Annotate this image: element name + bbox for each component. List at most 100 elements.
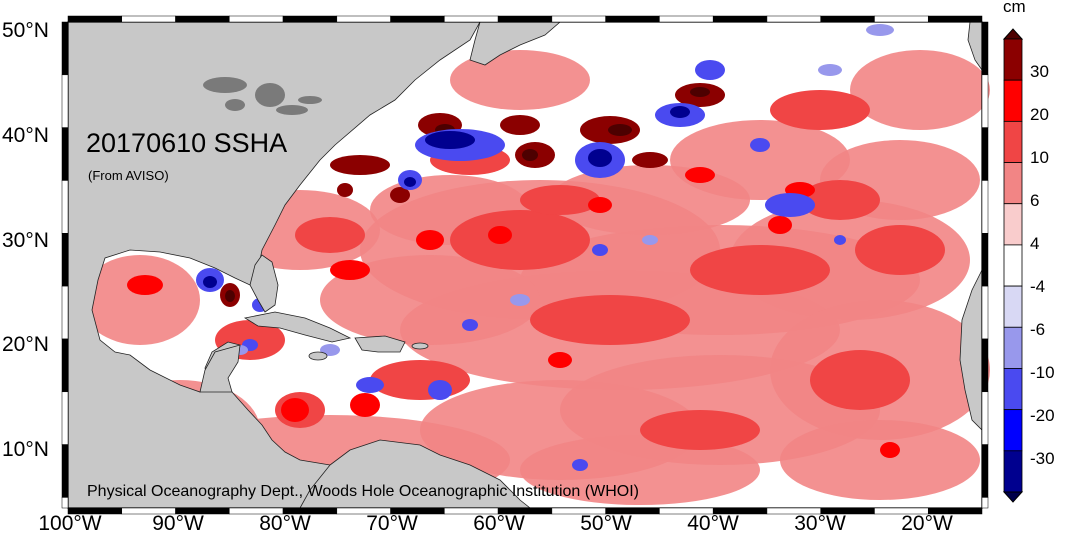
anomaly-blob-positive <box>320 255 540 345</box>
anomaly-blob-positive <box>768 216 792 234</box>
anomaly-blob-positive <box>295 217 365 253</box>
anomaly-blob-positive <box>530 295 690 345</box>
anomaly-blob-positive <box>416 230 444 250</box>
anomaly-field <box>80 24 990 505</box>
colorbar-top-arrow <box>1002 28 1024 40</box>
colorbar-label: 20 <box>1030 105 1049 124</box>
anomaly-blob-positive <box>488 226 512 244</box>
anomaly-blob-negative <box>818 64 842 76</box>
great-lake <box>276 105 308 115</box>
lon-label-90w: 90°W <box>152 512 204 535</box>
anomaly-blob-positive <box>588 197 612 213</box>
map-title: 20170610 SSHA <box>86 128 288 158</box>
colorbar-label: 10 <box>1030 148 1049 167</box>
colorbar-label: -30 <box>1030 449 1055 468</box>
anomaly-blob-positive <box>770 90 870 130</box>
anomaly-blob-positive <box>500 115 540 135</box>
map-credit: Physical Oceanography Dept., Woods Hole … <box>87 483 639 500</box>
anomaly-blob-positive <box>855 225 945 275</box>
lon-label-40w: 40°W <box>687 512 739 535</box>
anomaly-blob-positive <box>850 50 990 130</box>
lat-label-40n: 40°N <box>2 124 49 147</box>
anomaly-blob-negative <box>203 276 217 288</box>
anomaly-blob-positive <box>880 442 900 458</box>
frame-tick-left <box>61 497 69 509</box>
lon-label-30w: 30°W <box>794 512 846 535</box>
lon-label-50w: 50°W <box>580 512 632 535</box>
lon-label-60w: 60°W <box>473 512 525 535</box>
anomaly-blob-positive <box>800 180 880 220</box>
colorbar-swatch <box>1003 326 1023 369</box>
colorbar-label: 4 <box>1030 234 1040 253</box>
anomaly-blob-positive <box>640 410 760 450</box>
anomaly-blob-negative <box>404 177 416 187</box>
colorbar-swatch <box>1003 120 1023 163</box>
jamaica-landmass <box>308 351 328 361</box>
colorbar-label: -10 <box>1030 363 1055 382</box>
anomaly-blob-positive <box>548 352 572 368</box>
great-lake <box>225 99 245 111</box>
anomaly-blob-positive <box>522 149 538 161</box>
anomaly-blob-negative <box>428 380 452 400</box>
cuba-landmass <box>243 311 352 343</box>
great-lake <box>255 83 285 107</box>
lat-label-50n: 50°N <box>2 19 49 42</box>
lon-label-20w: 20°W <box>901 512 953 535</box>
anomaly-blob-positive <box>225 290 235 302</box>
anomaly-blob-negative <box>592 244 608 256</box>
anomaly-blob-negative <box>320 344 340 356</box>
map-frame <box>61 15 989 515</box>
anomaly-blob-negative <box>750 138 770 152</box>
anomaly-blob-negative <box>642 235 658 245</box>
colorbar-swatch <box>1003 38 1023 81</box>
yucatan-landmass <box>199 344 241 393</box>
colorbar-bottom-arrow <box>1002 491 1024 503</box>
colorbar-unit: cm <box>1003 0 1026 16</box>
florida-landmass <box>249 254 279 313</box>
anomaly-blob-positive <box>330 155 390 175</box>
lon-label-100w: 100°W <box>38 512 102 535</box>
colorbar-label: 6 <box>1030 191 1040 210</box>
anomaly-blob-positive <box>685 167 715 183</box>
south-america-landmass <box>299 439 532 509</box>
anomaly-blob-negative <box>356 377 384 393</box>
colorbar-label: -20 <box>1030 406 1055 425</box>
anomaly-blob-positive <box>281 398 309 422</box>
colorbar-swatch <box>1003 244 1023 287</box>
anomaly-blob-positive <box>330 260 370 280</box>
map-subtitle: (From AVISO) <box>88 168 169 183</box>
anomaly-blob-positive <box>810 350 910 410</box>
anomaly-blob-positive <box>450 210 590 270</box>
anomaly-blob-positive <box>690 87 710 97</box>
colorbar-swatch <box>1003 368 1023 411</box>
colorbar-label: -6 <box>1030 320 1046 339</box>
anomaly-blob-positive <box>690 245 830 295</box>
newfoundland-landmass <box>469 21 562 66</box>
anomaly-blob-negative <box>462 319 478 331</box>
great-lake <box>203 77 247 93</box>
anomaly-blob-negative <box>670 106 690 118</box>
colorbar-swatch <box>1003 450 1023 493</box>
lat-label-10n: 10°N <box>2 438 49 461</box>
puerto-rico-landmass <box>411 342 429 350</box>
frame-tick-bottom <box>927 507 983 515</box>
colorbar-label: -4 <box>1030 277 1046 296</box>
africa-landmass <box>959 269 983 431</box>
anomaly-blob-positive <box>350 393 380 417</box>
anomaly-blob-negative <box>834 235 846 245</box>
colorbar-swatch <box>1003 203 1023 246</box>
hispaniola-landmass <box>354 335 406 353</box>
anomaly-blob-positive <box>632 152 668 168</box>
anomaly-blob-positive <box>337 183 353 197</box>
anomaly-blob-negative <box>572 459 588 471</box>
anomaly-blob-negative <box>425 131 475 149</box>
anomaly-blob-positive <box>780 420 980 500</box>
colorbar-label: 30 <box>1030 62 1049 81</box>
anomaly-blob-negative <box>588 149 612 167</box>
anomaly-blob-negative <box>695 60 725 80</box>
frame-tick-right <box>981 497 989 509</box>
colorbar-swatch <box>1003 285 1023 328</box>
anomaly-blob-negative <box>866 24 894 36</box>
